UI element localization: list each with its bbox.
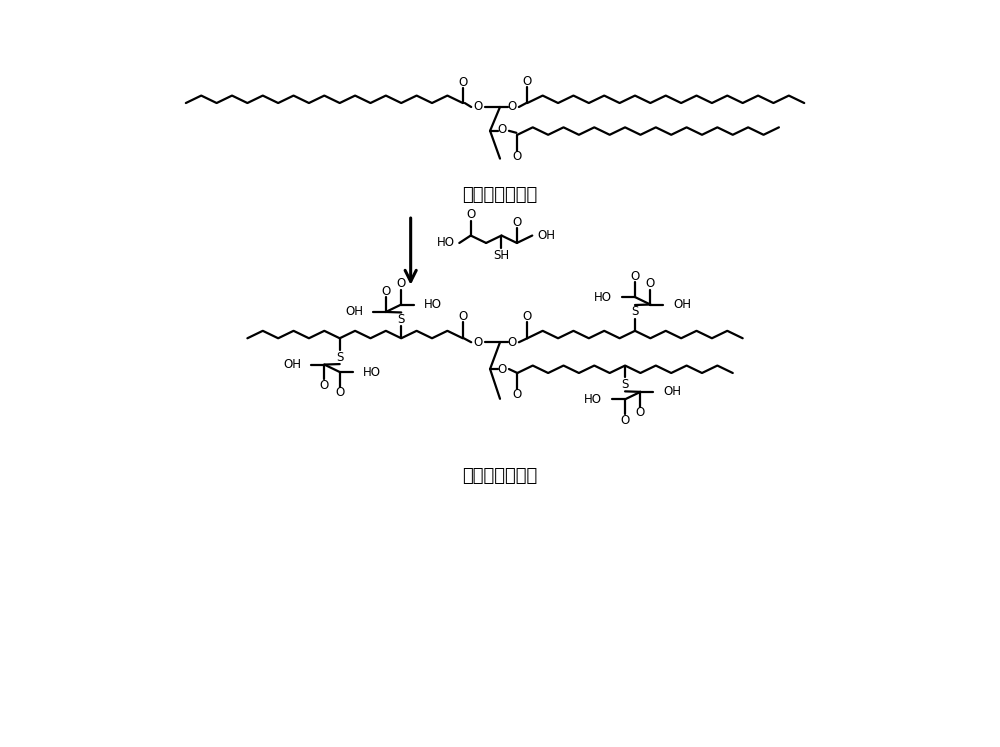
Text: O: O xyxy=(507,335,517,349)
Text: O: O xyxy=(636,406,645,419)
Text: HO: HO xyxy=(584,393,602,406)
Text: S: S xyxy=(398,313,405,326)
Text: SH: SH xyxy=(493,249,510,262)
Text: OH: OH xyxy=(283,358,301,371)
Text: O: O xyxy=(497,362,507,376)
Text: O: O xyxy=(458,75,467,89)
Text: OH: OH xyxy=(663,385,681,398)
Text: 生物质基多元酸: 生物质基多元酸 xyxy=(462,467,538,486)
Text: O: O xyxy=(474,101,483,114)
Text: O: O xyxy=(513,388,522,401)
Text: O: O xyxy=(397,277,406,290)
Text: OH: OH xyxy=(673,298,691,311)
Text: S: S xyxy=(336,350,343,364)
Text: O: O xyxy=(497,123,507,136)
Text: 植物油（示意）: 植物油（示意） xyxy=(462,186,538,205)
Text: S: S xyxy=(621,378,629,391)
Text: O: O xyxy=(620,414,630,427)
Text: OH: OH xyxy=(345,306,363,318)
Text: O: O xyxy=(646,277,655,290)
Text: HO: HO xyxy=(424,298,442,311)
Text: HO: HO xyxy=(363,365,381,379)
Text: O: O xyxy=(512,216,521,229)
Text: HO: HO xyxy=(437,237,455,249)
Text: O: O xyxy=(474,335,483,349)
Text: O: O xyxy=(507,99,517,113)
Text: OH: OH xyxy=(537,229,555,242)
Text: O: O xyxy=(630,270,640,282)
Text: O: O xyxy=(381,285,390,297)
Text: O: O xyxy=(513,150,522,163)
Text: O: O xyxy=(466,208,475,221)
Text: O: O xyxy=(523,75,532,87)
Text: O: O xyxy=(523,310,532,323)
Text: HO: HO xyxy=(594,291,612,303)
Text: O: O xyxy=(335,386,344,400)
Text: O: O xyxy=(458,310,467,323)
Text: O: O xyxy=(320,379,329,392)
Text: S: S xyxy=(631,306,639,318)
